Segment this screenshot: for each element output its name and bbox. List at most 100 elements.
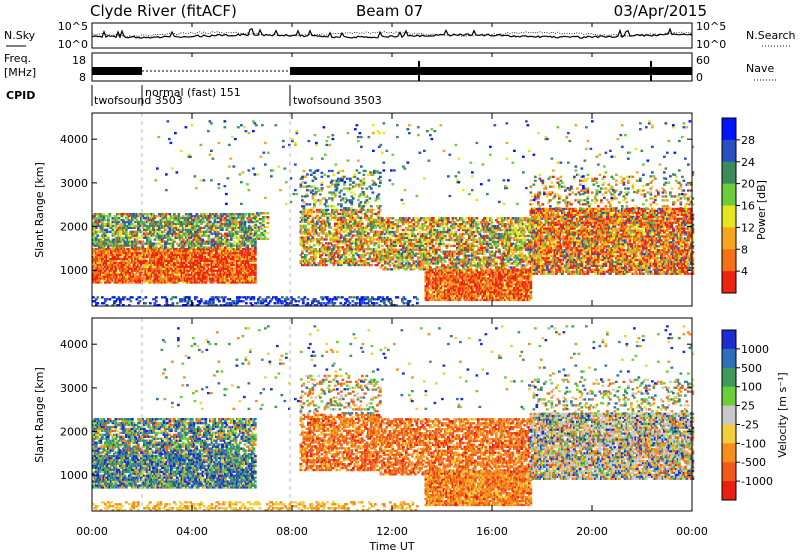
scatter-cell — [104, 269, 107, 272]
scatter-cell — [240, 271, 244, 274]
scatter-cell — [177, 253, 181, 257]
scatter-cell — [123, 247, 127, 251]
scatter-cell — [435, 219, 438, 222]
scatter-cell — [216, 257, 220, 261]
scatter-cell — [408, 232, 411, 236]
scatter-cell — [362, 248, 366, 251]
scatter-cell — [246, 263, 250, 266]
scatter-cell — [135, 281, 139, 284]
scatter-cell — [245, 251, 248, 255]
scatter-cell — [173, 253, 176, 257]
scatter-cell — [246, 255, 250, 259]
scatter-cell — [403, 252, 407, 255]
scatter-cell — [266, 225, 270, 229]
cpid-row: CPID twofsound 3503 normal (fast) 151 tw… — [6, 85, 382, 107]
scatter-cell — [96, 247, 100, 251]
scatter-cell — [119, 275, 122, 278]
scatter-cell — [146, 240, 149, 243]
scatter-cell — [195, 269, 199, 272]
scatter-cell — [252, 281, 256, 284]
scatter-cell — [101, 236, 104, 239]
scatter-cell — [236, 269, 239, 272]
scatter-cell — [219, 269, 223, 272]
scatter-cell — [435, 238, 438, 242]
scatter-cell — [158, 251, 161, 255]
scatter-cell — [167, 247, 170, 251]
scatter-cell — [146, 253, 149, 257]
scatter-cell — [167, 251, 170, 255]
scatter-cell — [311, 195, 315, 198]
scatter-cell — [171, 263, 175, 266]
scatter-cell — [430, 258, 434, 261]
scatter-cell — [332, 240, 336, 243]
scatter-cell — [117, 251, 121, 255]
scatter-cell — [110, 277, 113, 280]
scatter-cell — [242, 249, 245, 253]
scatter-cell — [200, 259, 203, 262]
scatter-cell — [218, 279, 221, 282]
scatter-cell — [123, 255, 127, 259]
scatter-cell — [189, 247, 193, 251]
scatter-cell — [168, 255, 172, 259]
scatter-cell — [364, 261, 367, 265]
scatter-cell — [146, 255, 149, 259]
scatter-cell — [254, 246, 257, 249]
scatter-cell — [113, 234, 116, 237]
scatter-cell — [152, 259, 155, 262]
scatter-cell — [251, 263, 254, 266]
scatter-cell — [329, 218, 333, 221]
scatter-cell — [373, 169, 376, 173]
scatter-cell — [308, 244, 312, 247]
scatter-cell — [185, 281, 188, 284]
scatter-cell — [197, 275, 200, 278]
scatter-cell — [304, 181, 307, 184]
scatter-cell — [219, 218, 223, 222]
scatter-cell — [231, 259, 235, 262]
scatter-cell — [191, 265, 194, 268]
scatter-cell — [450, 230, 453, 234]
scatter-cell — [194, 215, 197, 218]
scatter-cell — [173, 269, 176, 272]
scatter-cell — [105, 240, 109, 243]
scatter-cell — [113, 261, 116, 264]
scatter-cell — [137, 275, 140, 278]
scatter-cell — [370, 263, 373, 267]
scatter-cell — [328, 169, 331, 173]
scatter-cell — [438, 244, 441, 247]
scatter-cell — [465, 264, 468, 267]
scatter-cell — [117, 275, 121, 278]
scatter-cell — [182, 255, 185, 259]
scatter-cell — [137, 249, 140, 253]
scatter-cell — [245, 261, 248, 264]
scatter-cell — [203, 213, 206, 216]
scatter-cell — [209, 265, 212, 268]
scatter-cell — [420, 217, 423, 220]
scatter-cell — [246, 259, 250, 262]
scatter-cell — [251, 257, 254, 261]
scatter-cell — [219, 275, 223, 278]
scatter-cell — [102, 232, 106, 235]
scatter-cell — [358, 222, 361, 225]
scatter-cell — [117, 246, 121, 249]
scatter-cell — [421, 227, 425, 230]
scatter-cell — [233, 259, 236, 262]
scatter-cell — [254, 223, 258, 227]
scatter-cell — [222, 257, 226, 261]
scatter-cell — [343, 193, 346, 196]
scatter-cell — [417, 221, 420, 224]
scatter-cell — [210, 232, 214, 235]
scatter-cell — [194, 271, 197, 274]
scatter-cell — [162, 261, 166, 264]
scatter-cell — [209, 253, 212, 257]
scatter-cell — [334, 259, 337, 263]
scatter-cell — [180, 273, 184, 276]
scatter-cell — [453, 225, 456, 228]
scatter-cell — [185, 249, 188, 253]
scatter-cell — [394, 219, 398, 222]
scatter-cell — [213, 246, 217, 249]
scatter-cell — [347, 207, 351, 210]
freq-unit: [MHz] — [4, 66, 36, 79]
scatter-cell — [302, 201, 306, 204]
scatter-cell — [376, 195, 379, 198]
scatter-cell — [242, 271, 245, 274]
